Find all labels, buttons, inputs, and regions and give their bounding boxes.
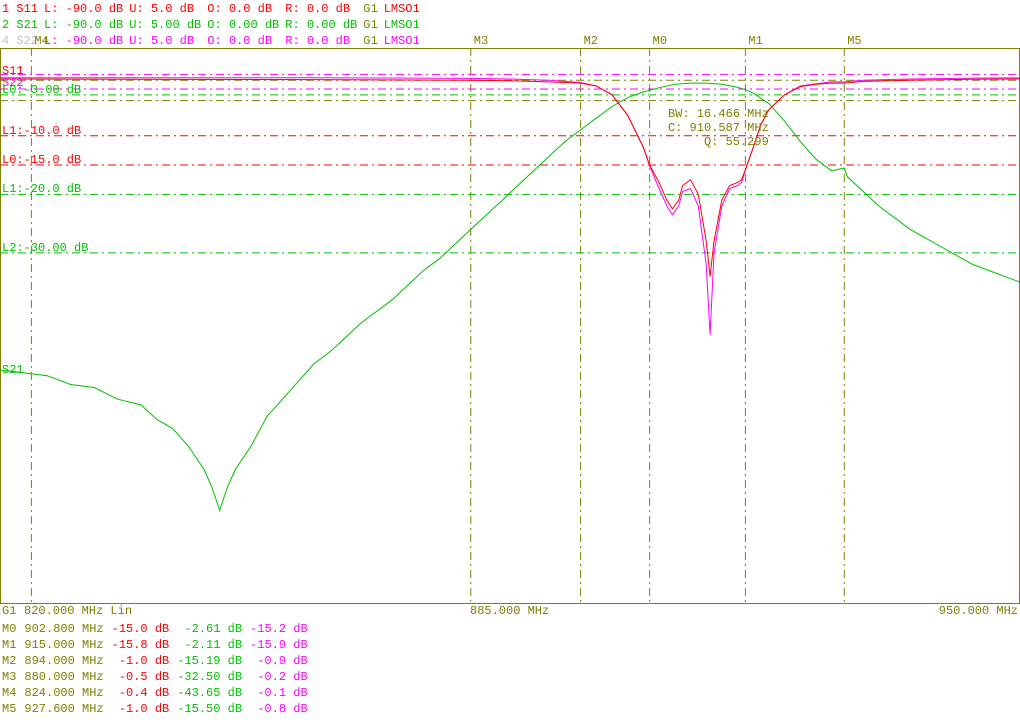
trace (0, 78, 1020, 335)
marker-val-s22: -15.9 dB (250, 638, 314, 652)
x-axis-max: 950.000 MHz (939, 604, 1018, 618)
marker-val-s11: -0.4 dB (112, 686, 176, 700)
trace-group: G1 (363, 34, 381, 48)
marker-val-s11: -15.0 dB (112, 622, 176, 636)
marker-id: M3 (2, 670, 22, 684)
marker-id: M4 (2, 686, 22, 700)
marker-id: M0 (2, 622, 22, 636)
marker-val-s22: -0.1 dB (250, 686, 314, 700)
trace-param: U: 5.0 dB (129, 34, 205, 48)
trace (0, 79, 1020, 276)
trace-label-s11: 1 S11 (2, 2, 42, 16)
marker-val-s11: -15.8 dB (112, 638, 176, 652)
trace-param: O: 0.0 dB (207, 34, 283, 48)
marker-id: M1 (2, 638, 22, 652)
limit-label: L0:-15.0 dB (2, 153, 81, 167)
marker-val-s21: -15.50 dB (177, 702, 248, 716)
marker-freq: 902.800 MHz (24, 622, 109, 636)
marker-table: M0902.800 MHz-15.0 dB-2.61 dB-15.2 dBM19… (0, 620, 316, 718)
trace-config-header: 1 S11L: -90.0 dBU: 5.0 dBO: 0.0 dBR: 0.0… (0, 0, 1020, 50)
trace-mode: LMSO1 (384, 34, 424, 48)
marker-freq: 927.600 MHz (24, 702, 109, 716)
marker-freq: 894.000 MHz (24, 654, 109, 668)
marker-label-m1: M1 (748, 34, 762, 48)
marker-val-s21: -32.50 dB (177, 670, 248, 684)
marker-val-s21: -43.65 dB (177, 686, 248, 700)
trace-param: U: 5.0 dB (129, 2, 205, 16)
marker-val-s22: -0.2 dB (250, 670, 314, 684)
marker-val-s21: -2.61 dB (177, 622, 248, 636)
trace-param: R: 0.0 dB (285, 34, 361, 48)
trace-param: R: 0.00 dB (285, 18, 361, 32)
marker-val-s22: -0.9 dB (250, 654, 314, 668)
marker-id: M2 (2, 654, 22, 668)
x-axis-group-prefix: G1 (2, 604, 16, 618)
marker-label-m0: M0 (653, 34, 667, 48)
x-axis-labels: G1 820.000 MHz Lin 885.000 MHz 950.000 M… (0, 604, 1020, 620)
x-axis-center: 885.000 MHz (470, 604, 549, 618)
trace-param: O: 0.00 dB (207, 18, 283, 32)
trace-param: O: 0.0 dB (207, 2, 283, 16)
limit-label: L1:-10.0 dB (2, 124, 81, 138)
analyzer-screen: 1 S11L: -90.0 dBU: 5.0 dBO: 0.0 dBR: 0.0… (0, 0, 1020, 726)
x-axis-min: 820.000 MHz Lin (24, 604, 132, 618)
marker-freq: 915.000 MHz (24, 638, 109, 652)
trace-config-table: 1 S11L: -90.0 dBU: 5.0 dBO: 0.0 dBR: 0.0… (0, 0, 426, 50)
marker-val-s21: -2.11 dB (177, 638, 248, 652)
plot-area: M4M3M2M0M1M5L0:-3.00 dBL1:-20.0 dBL2:-30… (0, 48, 1020, 604)
trace-name-s21: S21 (2, 364, 24, 376)
trace-param: L: -90.0 dB (44, 18, 127, 32)
marker-label-m2: M2 (584, 34, 598, 48)
bandwidth-readout: BW: 16.466 MHz C: 910.587 MHz Q: 55.299 (661, 107, 769, 149)
plot-svg (0, 48, 1020, 604)
marker-val-s21: -15.19 dB (177, 654, 248, 668)
trace-param: R: 0.0 dB (285, 2, 361, 16)
trace-group: G1 (363, 2, 381, 16)
trace-param: L: -90.0 dB (44, 2, 127, 16)
trace-mode: LMSO1 (384, 18, 424, 32)
marker-val-s11: -1.0 dB (112, 654, 176, 668)
marker-label-m5: M5 (847, 34, 861, 48)
marker-val-s22: -0.8 dB (250, 702, 314, 716)
limit-label: L2:-30.00 dB (2, 241, 88, 255)
trace (0, 83, 1020, 510)
trace-param: U: 5.00 dB (129, 18, 205, 32)
limit-label: L1:-20.0 dB (2, 182, 81, 196)
marker-val-s22: -15.2 dB (250, 622, 314, 636)
marker-freq: 824.000 MHz (24, 686, 109, 700)
trace-param: L: -90.0 dB (44, 34, 127, 48)
marker-val-s11: -0.5 dB (112, 670, 176, 684)
marker-freq: 880.000 MHz (24, 670, 109, 684)
trace-label-s21: 2 S21 (2, 18, 42, 32)
trace-group: G1 (363, 18, 381, 32)
marker-id: M5 (2, 702, 22, 716)
trace-mode: LMSO1 (384, 2, 424, 16)
marker-val-s11: -1.0 dB (112, 702, 176, 716)
marker-label-m4: M4 (34, 34, 48, 48)
footer: G1 820.000 MHz Lin 885.000 MHz 950.000 M… (0, 604, 1020, 718)
trace-name-s22: S22 (2, 77, 24, 89)
marker-label-m3: M3 (474, 34, 488, 48)
